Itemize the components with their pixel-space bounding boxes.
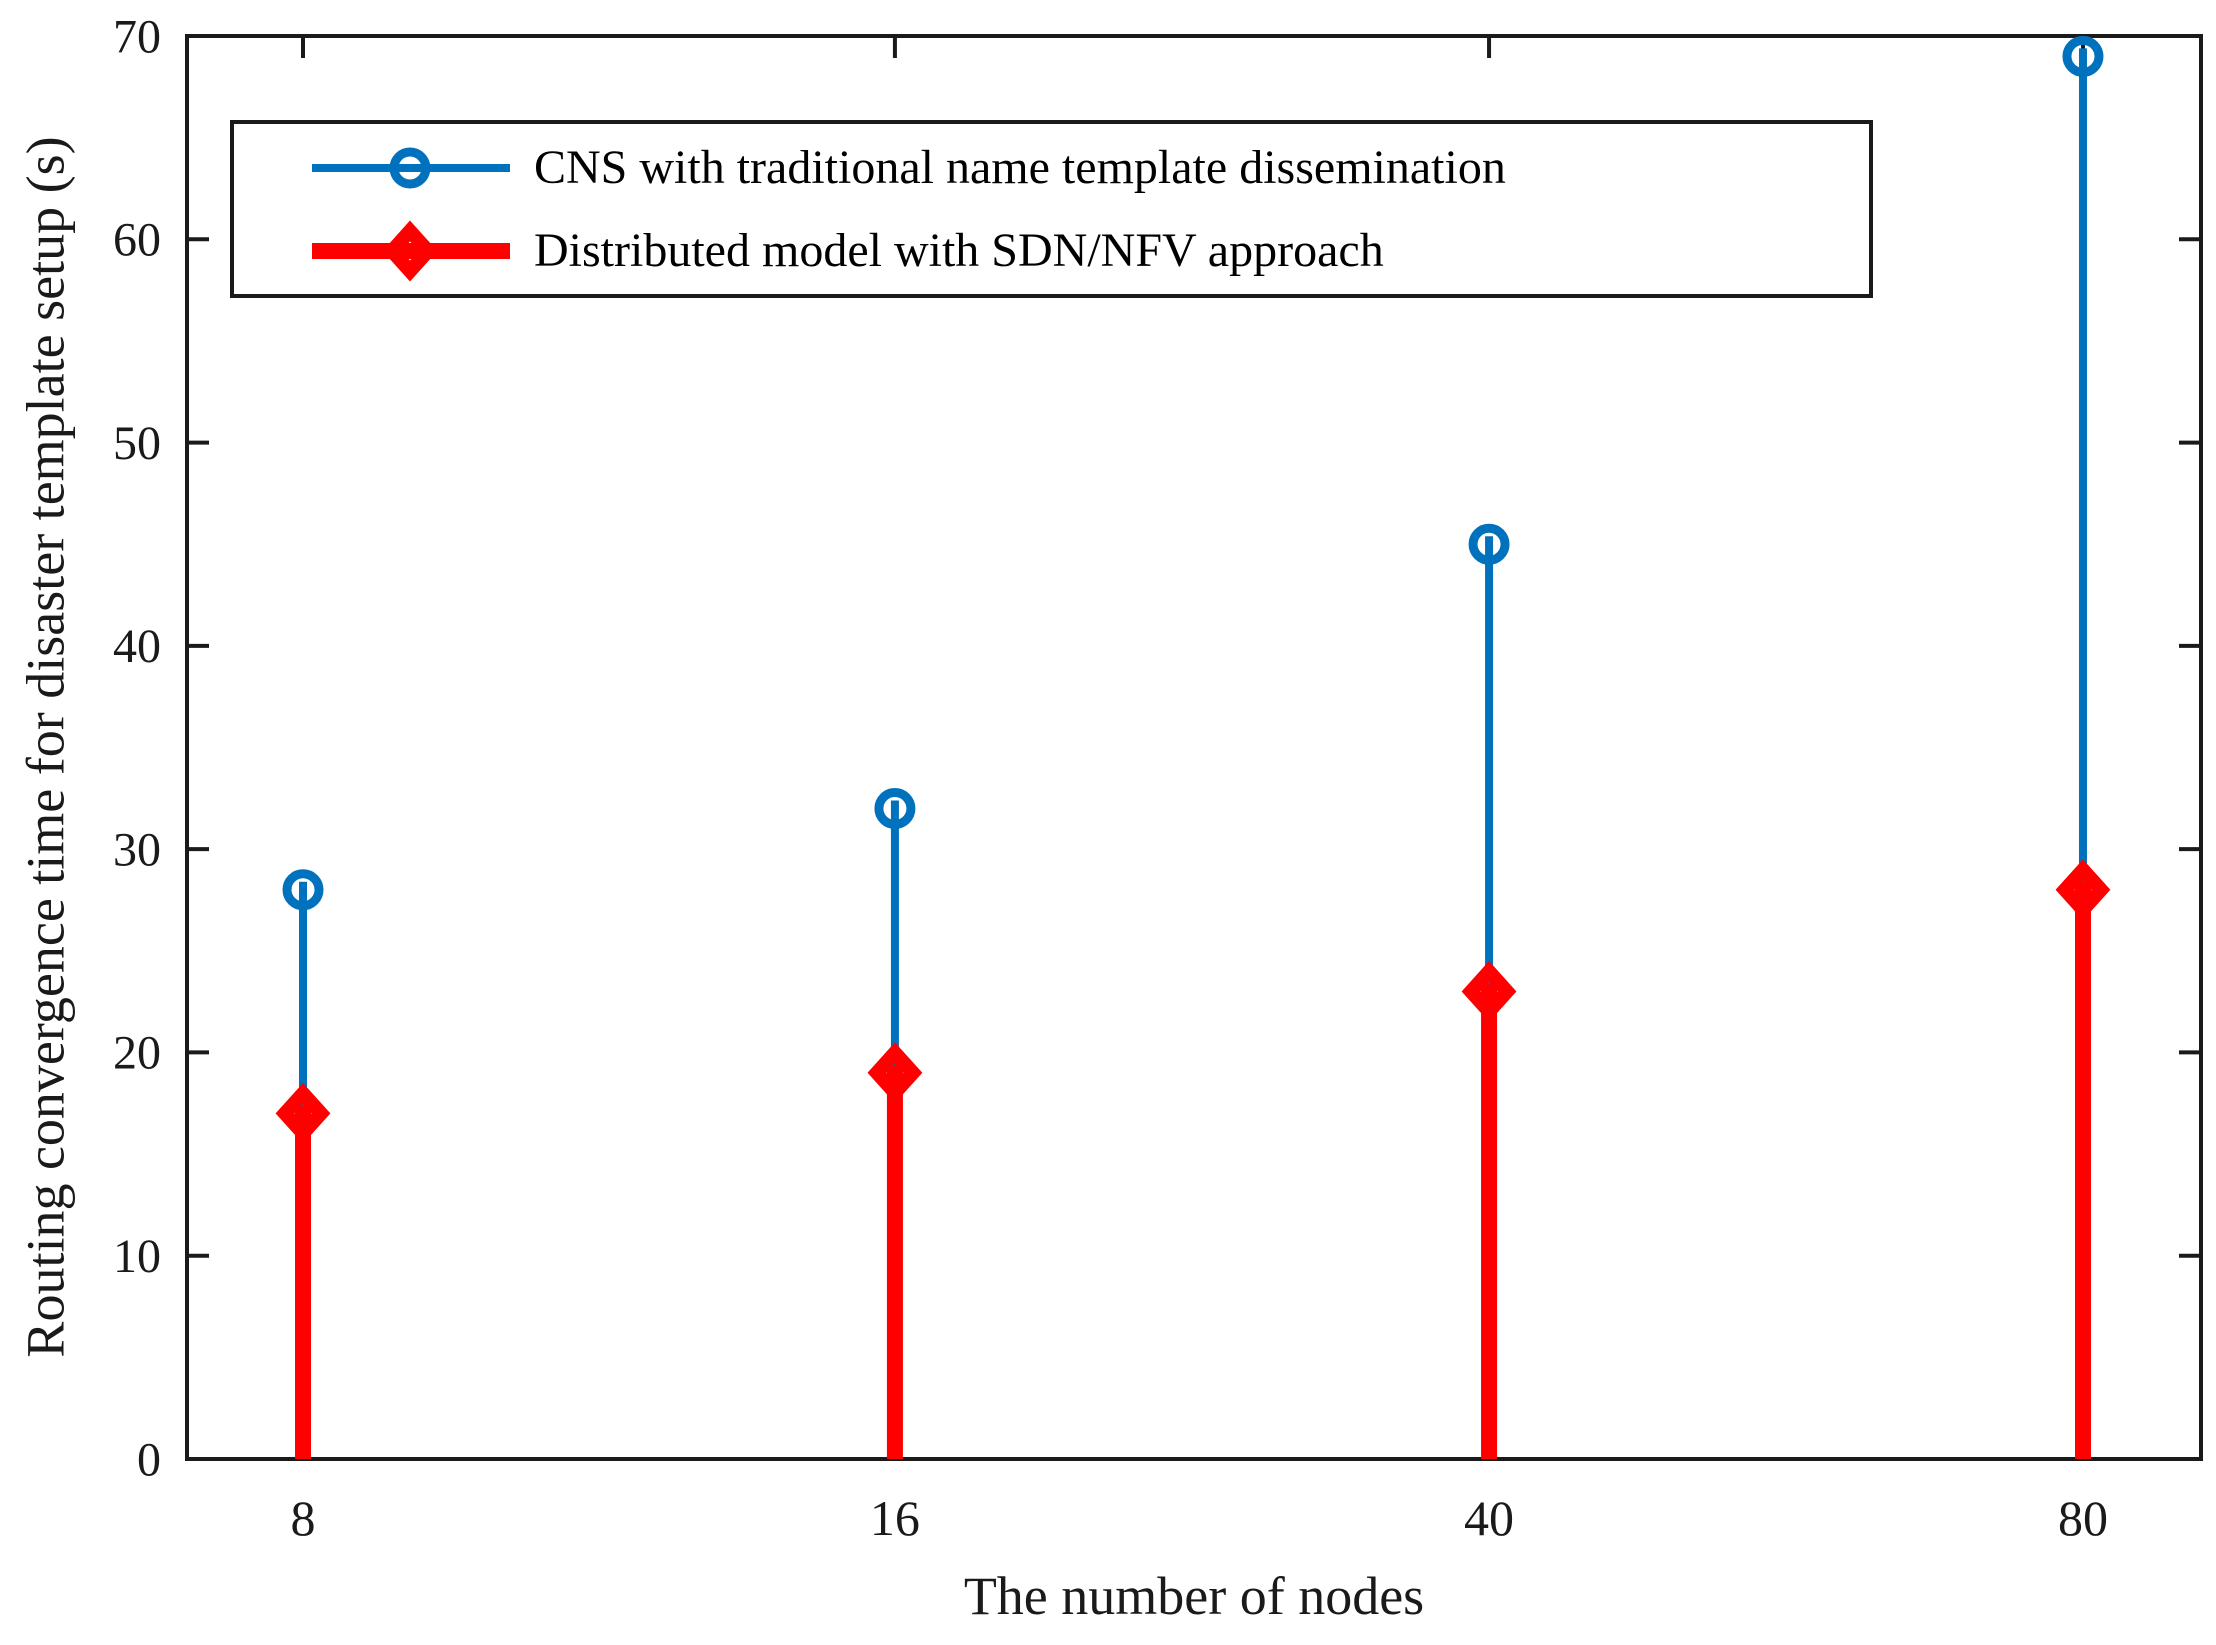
legend-label-distributed: Distributed model with SDN/NFV approach xyxy=(534,224,1384,277)
legend: CNS with traditional name template disse… xyxy=(230,120,1873,298)
y-axis-label: Routing convergence time for disaster te… xyxy=(15,136,76,1358)
y-tick-label: 40 xyxy=(113,620,161,673)
legend-marker-circle-icon xyxy=(312,147,510,188)
y-tick-label: 50 xyxy=(113,417,161,470)
y-tick-label: 30 xyxy=(113,823,161,876)
axes-box xyxy=(185,34,2203,1461)
y-tick-label: 10 xyxy=(113,1230,161,1283)
marker-circle-node-8 xyxy=(282,869,324,911)
marker-circle-node-40 xyxy=(1468,523,1510,565)
y-tick-label: 0 xyxy=(137,1433,161,1486)
x-axis-label: The number of nodes xyxy=(963,1566,1425,1626)
legend-marker-diamond-icon xyxy=(312,220,510,281)
x-tick-label: 40 xyxy=(1464,1490,1514,1546)
marker-diamond-node-80 xyxy=(2055,859,2111,921)
marker-diamond-node-40 xyxy=(1461,960,1517,1022)
legend-label-cns: CNS with traditional name template disse… xyxy=(534,141,1506,194)
legend-item-distributed: Distributed model with SDN/NFV approach xyxy=(234,209,1869,292)
legend-item-cns: CNS with traditional name template disse… xyxy=(234,126,1869,209)
marker-circle-node-16 xyxy=(874,787,916,829)
y-tick-label: 20 xyxy=(113,1027,161,1080)
x-tick-label: 80 xyxy=(2058,1490,2108,1546)
x-tick-label: 16 xyxy=(870,1490,920,1546)
x-tick-label: 8 xyxy=(291,1490,316,1546)
y-tick-label: 70 xyxy=(113,10,161,63)
marker-diamond-node-8 xyxy=(275,1082,331,1144)
y-tick-label: 60 xyxy=(113,214,161,267)
marker-circle-node-80 xyxy=(2062,35,2104,77)
marker-diamond-node-16 xyxy=(867,1042,923,1104)
